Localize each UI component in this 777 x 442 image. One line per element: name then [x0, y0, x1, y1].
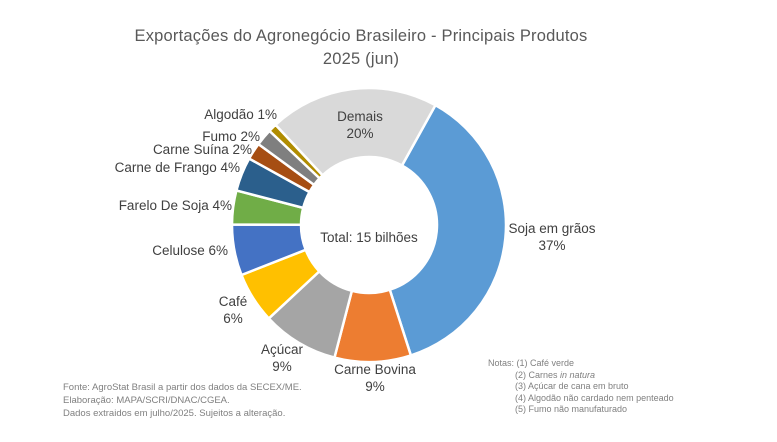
- chart-title: Exportações do Agronegócio Brasileiro - …: [0, 25, 722, 71]
- slice-label-farelo-de-soja: Farelo De Soja 4%: [118, 198, 232, 213]
- note-line: (5) Fumo não manufaturado: [515, 404, 628, 414]
- slice-label-acucar: Açúcar 9%: [260, 342, 304, 374]
- chart-title-line2: 2025 (jun): [322, 50, 400, 68]
- notes-block: Notas: (1) Café verde (2) Carnes in natu…: [488, 358, 674, 416]
- slice-label-carne-de-frango: Carne de Frango 4%: [114, 160, 240, 175]
- chart-title-line1: Exportações do Agronegócio Brasileiro - …: [134, 27, 588, 45]
- slice-label-soja-em-graos: Soja em grãos 37%: [508, 221, 596, 253]
- note-line: Notas: (1) Café verde: [488, 358, 674, 370]
- slice-soja-em-graos: [388, 103, 508, 358]
- slice-label-celulose: Celulose 6%: [152, 243, 228, 258]
- note-line: (3) Açúcar de cana em bruto: [515, 381, 629, 391]
- slice-label-carne-suina: Carne Suína 2%: [152, 142, 252, 157]
- slice-label-demais: Demais 20%: [337, 109, 383, 141]
- notes-label: Notas:: [488, 358, 515, 368]
- donut-center-total: Total: 15 bilhões: [320, 230, 418, 245]
- note-line: (4) Algodão não cardado nem penteado: [515, 392, 674, 403]
- slice-label-carne-bovina: Carne Bovina 9%: [334, 362, 416, 394]
- slice-demais: [273, 86, 438, 178]
- source-line: Fonte: AgroStat Brasil a partir dos dado…: [63, 382, 302, 393]
- note-text-italic: in natura: [560, 369, 596, 380]
- note-text: (2) Carnes: [515, 369, 561, 380]
- note-text: (1) Café verde: [516, 358, 575, 368]
- source-block: Fonte: AgroStat Brasil a partir dos dado…: [63, 381, 302, 420]
- slice-label-cafe: Café 6%: [218, 294, 248, 326]
- note-line: (2) Carnes in natura: [488, 370, 674, 382]
- donut-slices: [230, 86, 508, 364]
- source-line: Elaboração: MAPA/SCRI/DNAC/CGEA.: [63, 395, 230, 406]
- slice-label-fumo: Fumo 2%: [202, 129, 260, 144]
- source-line: Dados extraidos em julho/2025. Sujeitos …: [63, 408, 286, 419]
- slice-label-algodao: Algodão 1%: [204, 107, 277, 122]
